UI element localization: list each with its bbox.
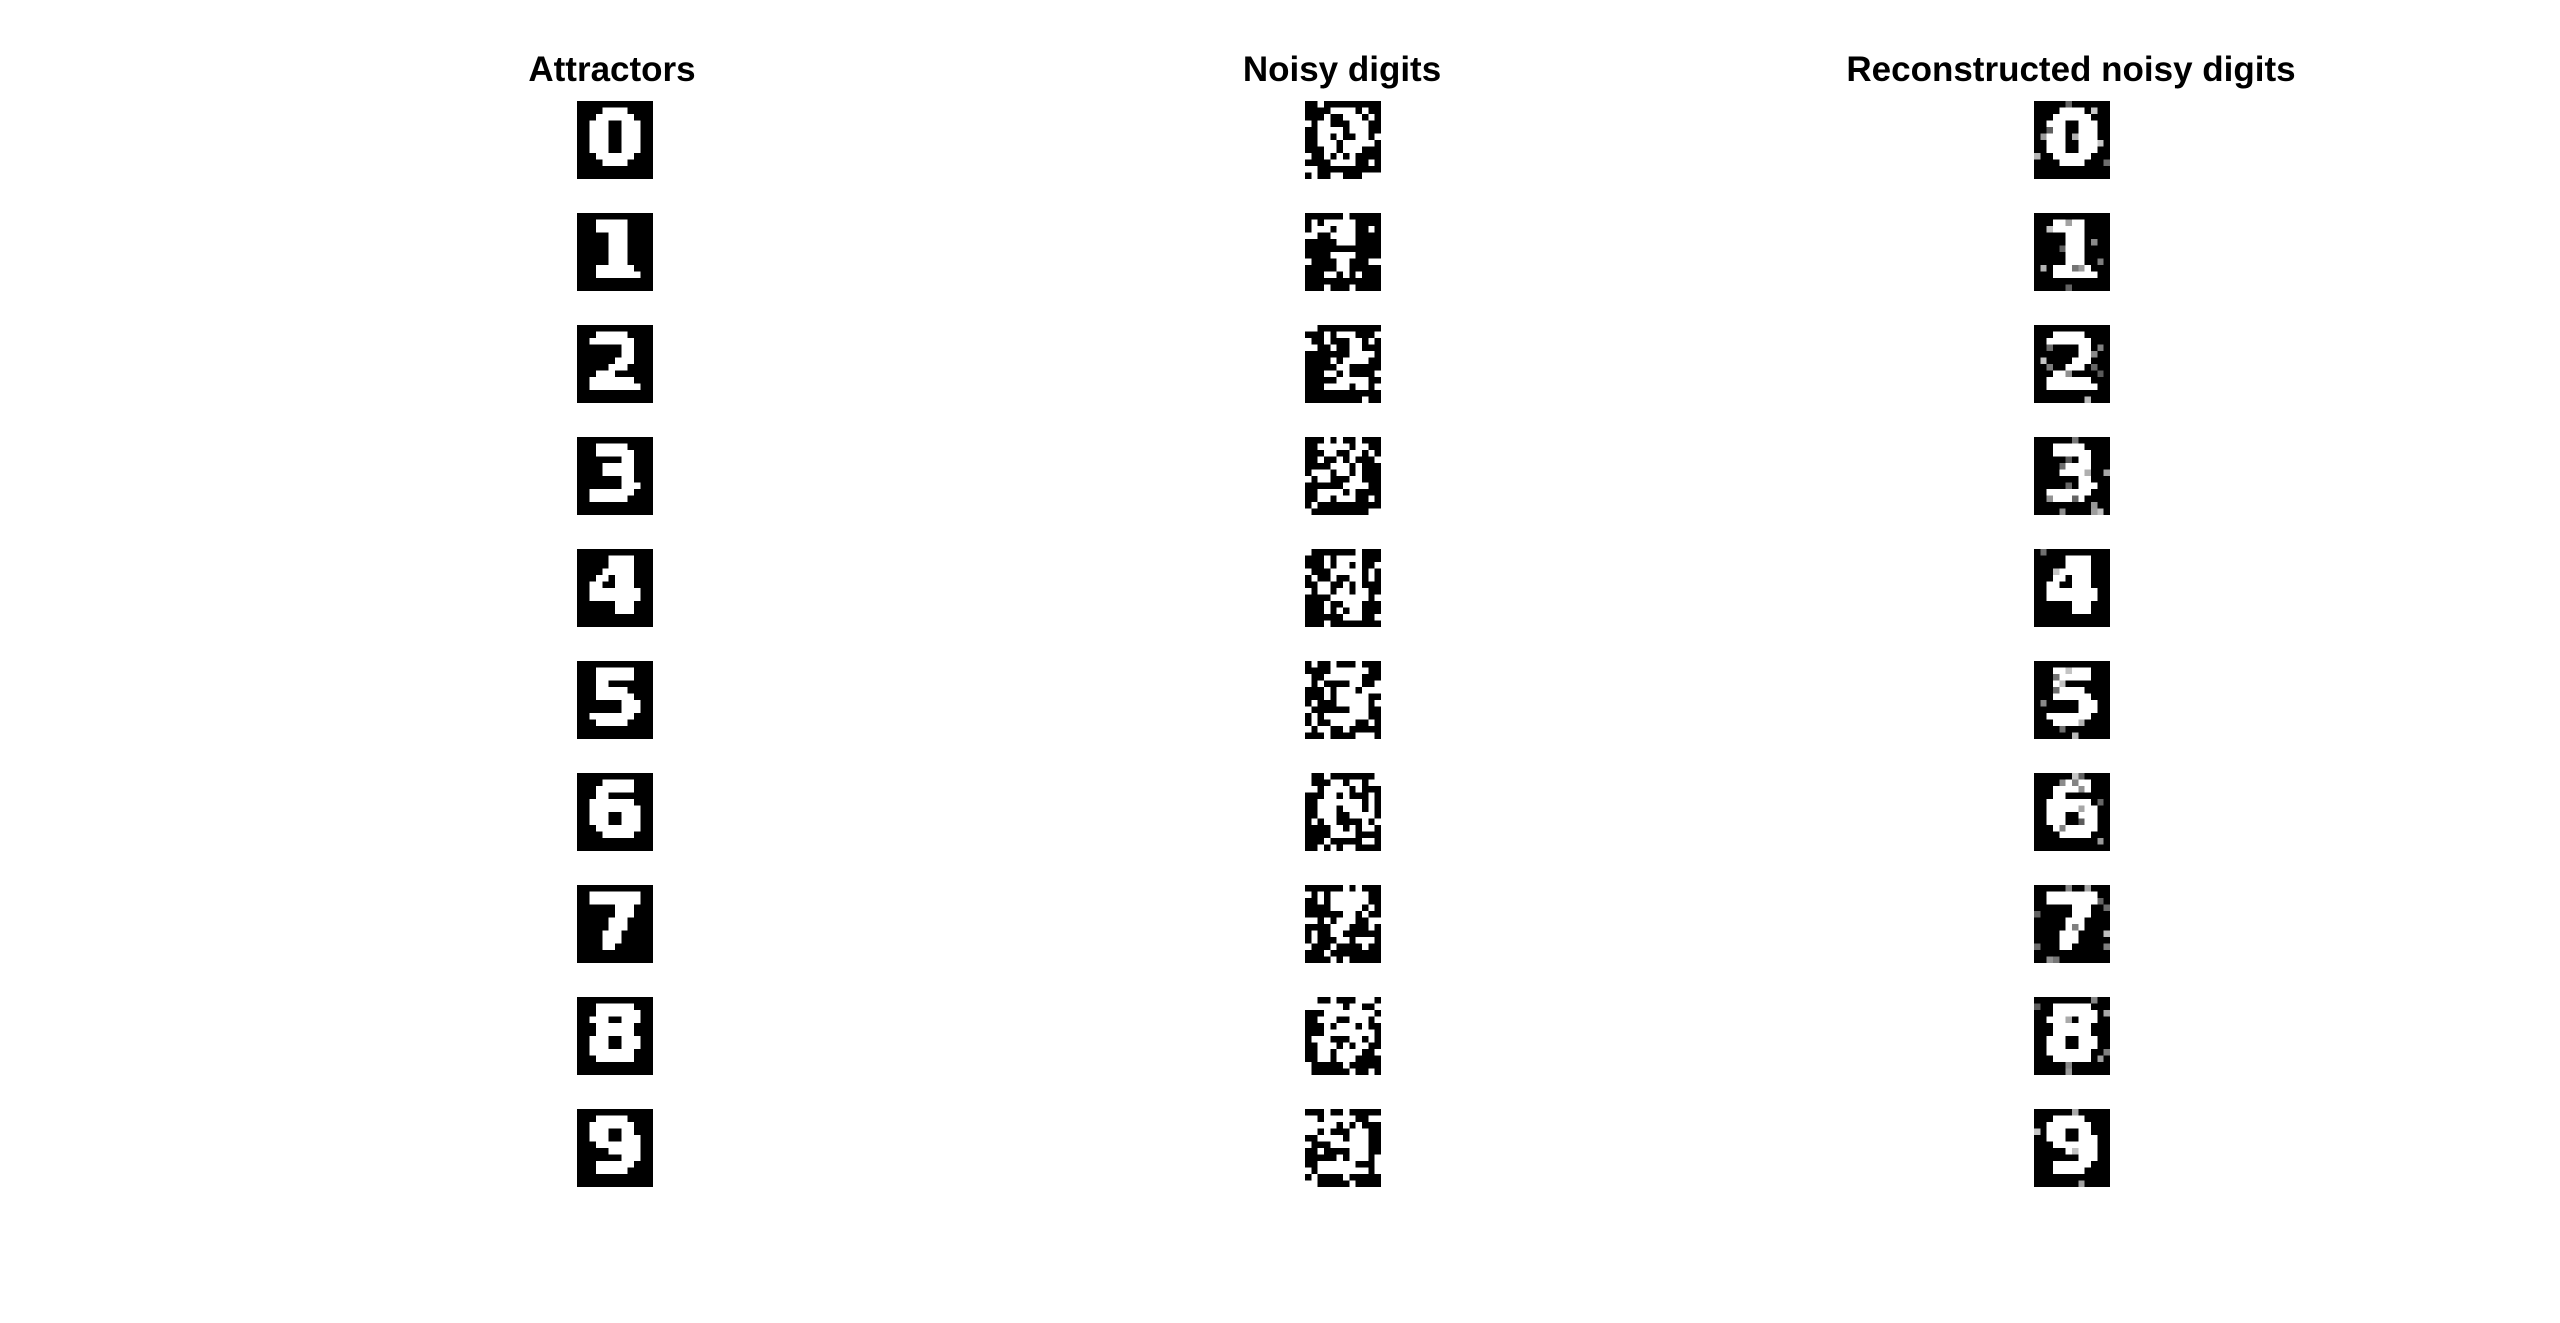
reconstructed-digit-6-image — [2034, 773, 2110, 851]
attractor-digit-4-image — [577, 549, 653, 627]
noisy-digit-0 — [1305, 101, 1381, 179]
noisy-digit-2 — [1305, 325, 1381, 403]
attractor-digit-6 — [577, 773, 653, 851]
reconstructed-digit-0-image — [2034, 101, 2110, 179]
noisy-digit-9 — [1305, 1109, 1381, 1187]
noisy-digit-4-image — [1305, 549, 1381, 627]
reconstructed-digit-8 — [2034, 997, 2110, 1075]
attractor-digit-1-image — [577, 213, 653, 291]
noisy-digit-6-image — [1305, 773, 1381, 851]
reconstructed-digit-8-image — [2034, 997, 2110, 1075]
attractor-digit-3 — [577, 437, 653, 515]
noisy-digit-3-image — [1305, 437, 1381, 515]
noisy-digit-8 — [1305, 997, 1381, 1075]
reconstructed-digit-4-image — [2034, 549, 2110, 627]
noisy-digit-4 — [1305, 549, 1381, 627]
reconstructed-digit-4 — [2034, 549, 2110, 627]
noisy-digit-1-image — [1305, 213, 1381, 291]
attractor-digit-7 — [577, 885, 653, 963]
noisy-digit-0-image — [1305, 101, 1381, 179]
reconstructed-digit-7-image — [2034, 885, 2110, 963]
noisy-digit-7-image — [1305, 885, 1381, 963]
attractor-digit-0 — [577, 101, 653, 179]
reconstructed-digit-7 — [2034, 885, 2110, 963]
reconstructed-digit-1-image — [2034, 213, 2110, 291]
attractor-digit-0-image — [577, 101, 653, 179]
reconstructed-digit-1 — [2034, 213, 2110, 291]
noisy-digit-5-image — [1305, 661, 1381, 739]
attractor-digit-2-image — [577, 325, 653, 403]
reconstructed-digit-6 — [2034, 773, 2110, 851]
reconstructed-digit-2-image — [2034, 325, 2110, 403]
reconstructed-digit-2 — [2034, 325, 2110, 403]
attractor-digit-9 — [577, 1109, 653, 1187]
attractor-digit-9-image — [577, 1109, 653, 1187]
noisy-digit-2-image — [1305, 325, 1381, 403]
reconstructed-digit-5-image — [2034, 661, 2110, 739]
attractor-digit-4 — [577, 549, 653, 627]
reconstructed-digit-5 — [2034, 661, 2110, 739]
attractor-digit-5 — [577, 661, 653, 739]
attractor-digit-7-image — [577, 885, 653, 963]
reconstructed-digit-3-image — [2034, 437, 2110, 515]
noisy-digit-5 — [1305, 661, 1381, 739]
reconstructed-digit-0 — [2034, 101, 2110, 179]
noisy-digit-7 — [1305, 885, 1381, 963]
attractor-digit-5-image — [577, 661, 653, 739]
attractor-digit-1 — [577, 213, 653, 291]
noisy-digit-1 — [1305, 213, 1381, 291]
noisy-digit-6 — [1305, 773, 1381, 851]
attractor-digit-3-image — [577, 437, 653, 515]
reconstructed-digit-9 — [2034, 1109, 2110, 1187]
attractor-digit-8-image — [577, 997, 653, 1075]
noisy-digit-8-image — [1305, 997, 1381, 1075]
reconstructed-digits-title: Reconstructed noisy digits — [1846, 50, 2296, 89]
noisy-digit-3 — [1305, 437, 1381, 515]
reconstructed-digit-3 — [2034, 437, 2110, 515]
attractor-digit-8 — [577, 997, 653, 1075]
attractor-digit-2 — [577, 325, 653, 403]
noisy-digits-title: Noisy digits — [1242, 50, 1442, 89]
reconstructed-digit-9-image — [2034, 1109, 2110, 1187]
attractors-title: Attractors — [528, 50, 696, 89]
attractor-digit-6-image — [577, 773, 653, 851]
noisy-digit-9-image — [1305, 1109, 1381, 1187]
